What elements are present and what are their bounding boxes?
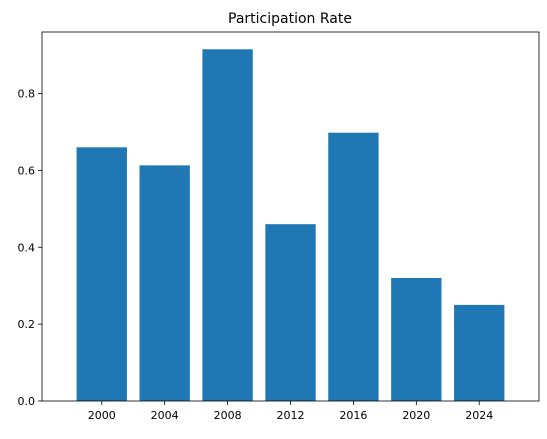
bar-2020 (391, 278, 442, 401)
x-tick-label: 2024 (465, 409, 493, 422)
plot-frame (41, 31, 540, 402)
x-tick-label: 2020 (402, 409, 430, 422)
bar-2012 (265, 224, 316, 401)
y-tick-label: 0.6 (18, 164, 36, 177)
bar-2024 (454, 304, 505, 401)
x-tick-label: 2000 (88, 409, 116, 422)
y-tick-label: 0.8 (18, 88, 36, 101)
bars-layer (76, 49, 505, 402)
y-tick-label: 0.0 (18, 395, 36, 408)
axes-layer: 2000 2004 2008 2012 2016 2020 2024 0.0 0.2 0.4 0.6… (18, 31, 540, 422)
x-tick-label: 2004 (151, 409, 179, 422)
bar-2008 (202, 49, 253, 402)
bar-2000 (76, 147, 127, 401)
x-tick-label: 2008 (214, 409, 242, 422)
x-tick-label: 2012 (277, 409, 305, 422)
y-tick-label: 0.4 (18, 241, 36, 254)
chart-title: Participation Rate (228, 11, 352, 27)
y-tick-label: 0.2 (18, 318, 36, 331)
bar-2016 (328, 132, 379, 401)
bar-2004 (139, 165, 190, 401)
x-tick-label: 2016 (339, 409, 367, 422)
